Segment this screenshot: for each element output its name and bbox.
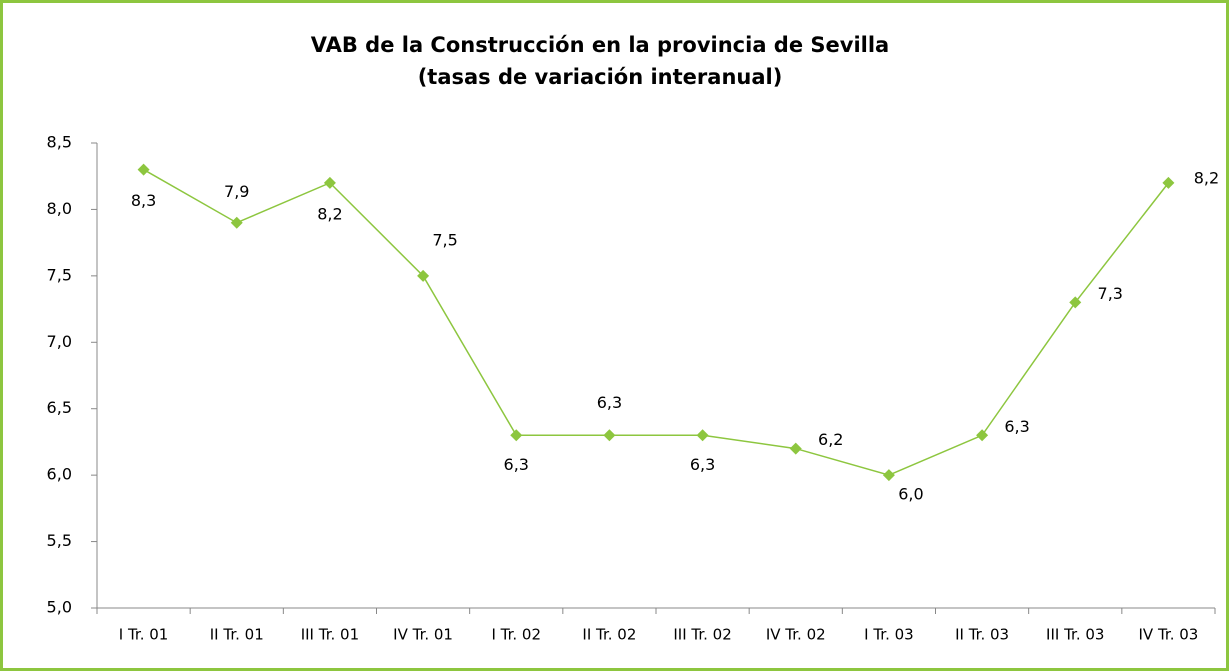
y-tick-label: 8,5 (47, 133, 72, 152)
x-tick-label: I Tr. 01 (119, 626, 169, 644)
data-label: 6,2 (818, 430, 843, 449)
marker (417, 269, 430, 282)
x-tick-label: IV Tr. 03 (1139, 626, 1199, 644)
x-tick-label: II Tr. 03 (955, 626, 1009, 644)
data-label: 7,3 (1098, 284, 1123, 303)
x-tick-label: III Tr. 01 (301, 626, 359, 644)
x-tick-label: I Tr. 03 (864, 626, 914, 644)
marker (882, 469, 895, 482)
x-tick-label: II Tr. 01 (210, 626, 264, 644)
marker (137, 163, 150, 176)
marker (323, 176, 336, 189)
x-tick-label: IV Tr. 01 (393, 626, 453, 644)
y-tick-label: 7,5 (47, 265, 72, 284)
data-label: 8,2 (317, 204, 342, 223)
data-label: 8,3 (131, 191, 156, 210)
line (143, 168, 1170, 476)
x-tick-label: III Tr. 03 (1046, 626, 1104, 644)
y-tick-label: 8,0 (47, 199, 72, 218)
y-tick-label: 6,0 (47, 465, 72, 484)
y-tick-label: 5,0 (47, 598, 72, 617)
y-tick-label: 5,5 (47, 531, 72, 550)
marker (976, 429, 989, 442)
chart-title: VAB de la Construcción en la provincia d… (311, 33, 889, 57)
y-tick-label: 7,0 (47, 332, 72, 351)
marker (696, 429, 709, 442)
marker (789, 442, 802, 455)
data-label: 6,3 (690, 455, 715, 474)
data-label: 7,9 (224, 182, 249, 201)
x-tick-label: III Tr. 02 (673, 626, 731, 644)
data-label: 7,5 (432, 230, 457, 249)
x-tick-label: II Tr. 02 (582, 626, 636, 644)
marker (230, 216, 243, 229)
data-label: 6,0 (898, 485, 923, 504)
marker (603, 429, 616, 442)
y-tick-label: 6,5 (47, 398, 72, 417)
data-label: 6,3 (1004, 417, 1029, 436)
marker (510, 429, 523, 442)
x-tick-label: IV Tr. 02 (766, 626, 826, 644)
chart-subtitle: (tasas de variación interanual) (418, 65, 783, 89)
marker (1162, 176, 1175, 189)
data-label: 8,2 (1194, 168, 1219, 187)
data-label: 6,3 (597, 393, 622, 412)
data-label: 6,3 (504, 455, 529, 474)
marker (1069, 296, 1082, 309)
x-tick-label: I Tr. 02 (491, 626, 541, 644)
